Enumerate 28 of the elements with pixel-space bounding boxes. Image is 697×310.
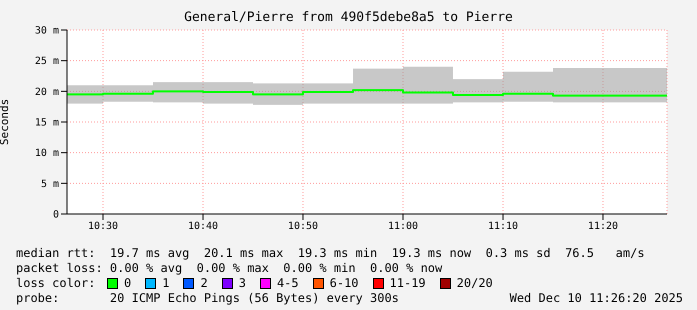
legend-label: 3	[238, 276, 246, 290]
chart-title: General/Pierre from 490f5debe8a5 to Pierre	[183, 10, 514, 25]
legend-label: 20/20	[456, 276, 493, 290]
legend-label: 0	[123, 276, 132, 290]
legend-label: 6-10	[328, 276, 359, 290]
x-tick-label: 10:40	[188, 221, 218, 232]
y-tick-label: 5 m	[40, 178, 59, 190]
text: median rtt: 19.7 ms avg 20.1 ms max 19.3 ms min 19.3 ms now 0.3 ms sd 76.5 am/s	[16, 246, 645, 261]
x-tick-label: 10:30	[88, 221, 118, 232]
text: probe: 20 ICMP Echo Pings (56 Bytes) every 300s	[16, 291, 399, 305]
y-axis-title: Seconds	[0, 98, 11, 146]
x-tick-label: 10:50	[288, 221, 318, 232]
x-tick-label: 11:00	[388, 221, 418, 232]
text: Wed Dec 10 11:26:20 2025	[510, 291, 683, 305]
y-tick-label: 10 m	[34, 148, 59, 160]
legend-label: 11-19	[388, 276, 426, 290]
legend-title: loss color:	[16, 276, 96, 290]
x-tick-label: 11:10	[488, 221, 518, 232]
x-tick-label: 11:20	[588, 221, 618, 232]
y-tick-label: 0	[52, 210, 59, 221]
y-tick-label: 20 m	[34, 86, 59, 98]
legend-label: 4-5	[276, 276, 299, 290]
legend-label: 2	[199, 276, 208, 290]
legend-label: 1	[161, 276, 170, 290]
y-tick-label: 25 m	[34, 56, 59, 68]
y-tick-label: 15 m	[34, 118, 59, 129]
y-tick-label: 30 m	[34, 26, 59, 37]
text: packet loss: 0.00 % avg 0.00 % max 0.00 % min 0.00 % now	[16, 261, 444, 276]
